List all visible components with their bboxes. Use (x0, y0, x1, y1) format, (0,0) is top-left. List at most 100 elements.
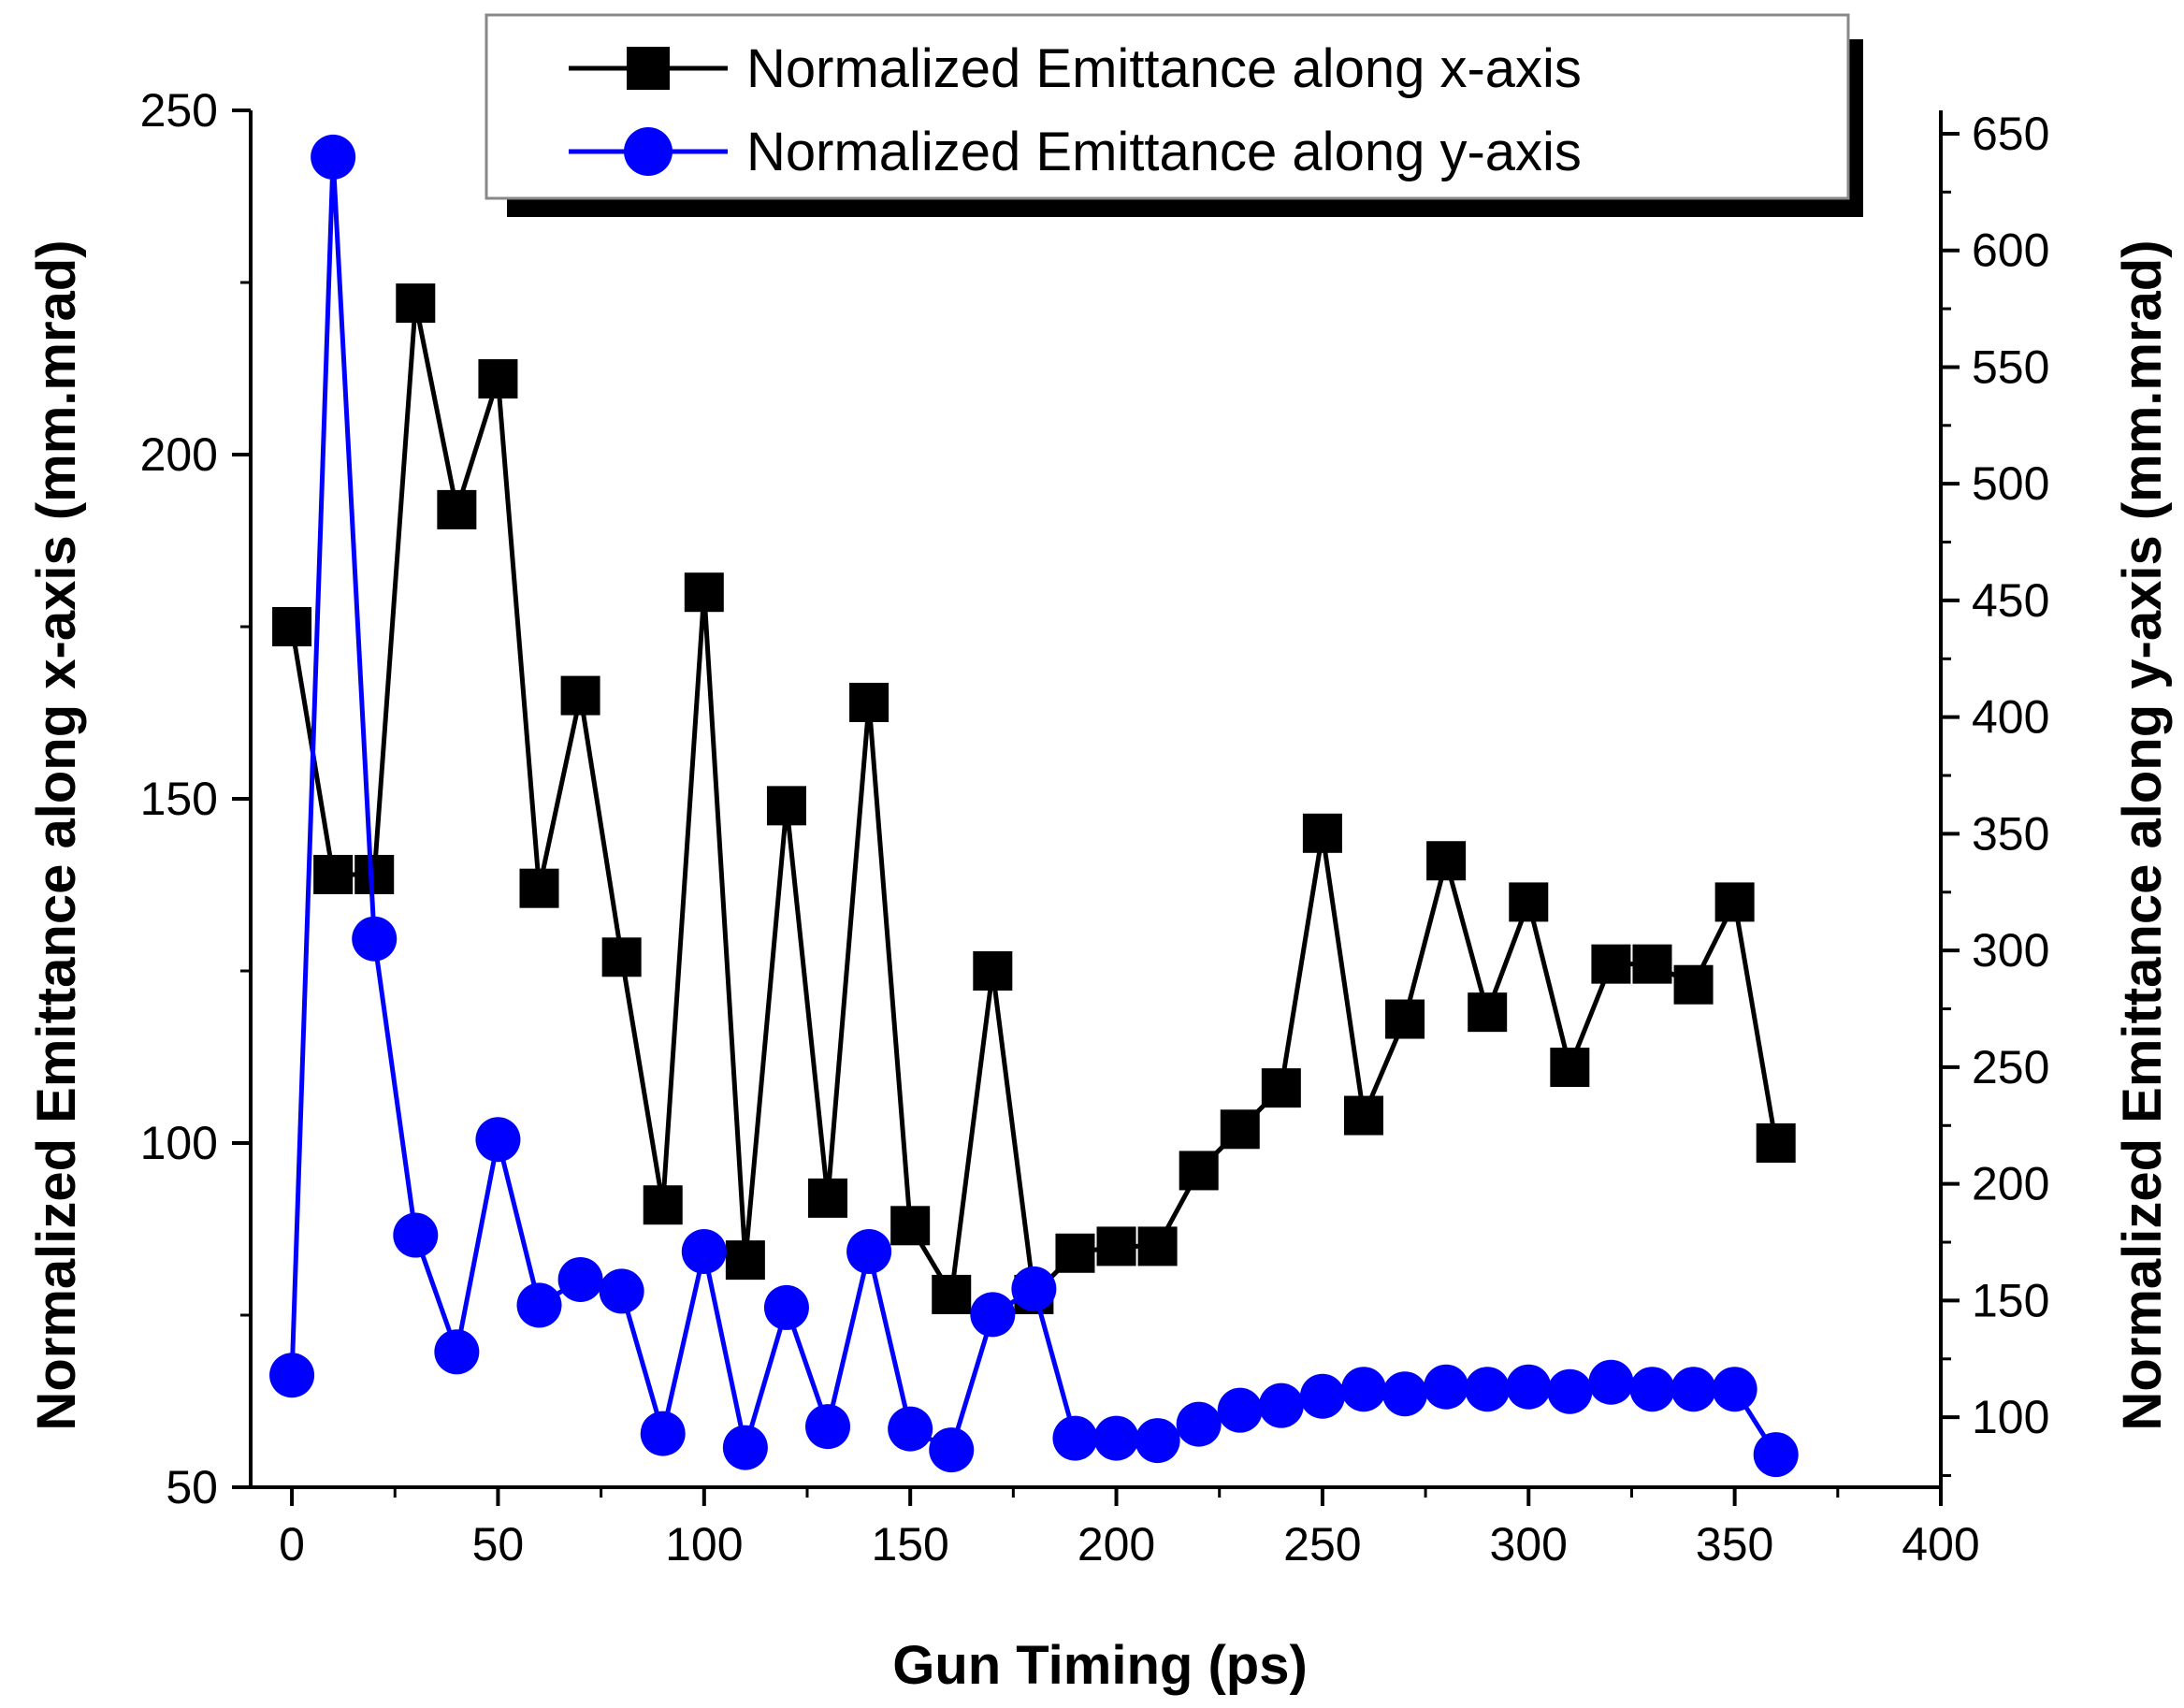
data-point-y-series (269, 1353, 315, 1398)
data-point-x-series (1509, 882, 1549, 922)
y-tick-label-right: 550 (1972, 340, 2049, 393)
data-point-x-series (1055, 1233, 1095, 1273)
data-point-x-series (601, 937, 642, 977)
legend: Normalized Emittance along x-axis Normal… (485, 13, 1863, 217)
data-point-x-series (973, 951, 1013, 991)
data-point-x-series (890, 1206, 931, 1246)
data-point-y-series (1011, 1266, 1057, 1311)
legend-marker-x-series (627, 47, 670, 90)
data-point-x-series (1343, 1095, 1383, 1136)
data-point-x-series (313, 854, 354, 894)
data-point-y-series (970, 1292, 1016, 1338)
data-point-y-series (1424, 1364, 1469, 1410)
data-point-y-series (516, 1282, 562, 1328)
data-point-x-series (808, 1178, 848, 1218)
y-tick-label-right: 600 (1972, 224, 2049, 277)
data-point-y-series (1671, 1367, 1716, 1412)
data-point-y-series (1382, 1371, 1428, 1417)
y-tick-label-right: 400 (1972, 691, 2049, 744)
y-tick-label-right: 100 (1972, 1391, 2049, 1443)
data-point-y-series (846, 1229, 892, 1275)
x-axis-title: Gun Timing (ps) (892, 1635, 1308, 1696)
y-tick-label-left: 100 (140, 1117, 218, 1169)
y-axis-title-left: Normalized Emittance along x-axis (mm.mr… (26, 239, 87, 1430)
data-point-x-series (1096, 1226, 1136, 1267)
legend-box (485, 13, 1850, 200)
legend-marker-y-series (624, 127, 673, 176)
data-point-y-series (1135, 1418, 1180, 1464)
y-tick-label-left: 200 (140, 428, 218, 481)
data-point-x-series (396, 283, 436, 324)
data-point-y-series (640, 1411, 686, 1456)
data-point-y-series (1506, 1364, 1552, 1410)
data-point-x-series (1591, 944, 1631, 984)
y-tick-label-right: 500 (1972, 457, 2049, 510)
y-tick-label-right: 650 (1972, 108, 2049, 160)
data-point-y-series (599, 1268, 644, 1314)
data-point-x-series (766, 786, 806, 826)
data-point-y-series (1465, 1367, 1511, 1412)
data-point-x-series (684, 572, 724, 613)
data-point-y-series (681, 1229, 727, 1275)
data-point-x-series (932, 1274, 972, 1314)
data-point-y-series (1093, 1415, 1139, 1461)
x-tick-label: 0 (279, 1518, 305, 1570)
data-point-x-series (1385, 999, 1425, 1039)
y-tick-label-right: 200 (1972, 1158, 2049, 1210)
data-point-x-series (1550, 1048, 1590, 1088)
y-tick-label-right: 450 (1972, 574, 2049, 627)
y-tick-label-right: 350 (1972, 807, 2049, 860)
x-tick-label: 300 (1490, 1518, 1568, 1570)
data-point-y-series (557, 1256, 603, 1302)
data-point-y-series (1712, 1367, 1757, 1412)
data-point-y-series (475, 1117, 521, 1163)
data-point-y-series (434, 1329, 480, 1375)
y-tick-label-left: 250 (140, 84, 218, 137)
y-tick-label-left: 50 (166, 1461, 218, 1513)
y-tick-label-right: 300 (1972, 924, 2049, 977)
data-point-y-series (1217, 1387, 1263, 1433)
data-point-x-series (1426, 841, 1467, 881)
data-point-x-series (437, 489, 477, 529)
series-layer (269, 134, 1799, 1478)
legend-label-x-series: Normalized Emittance along x-axis (746, 38, 1582, 99)
data-point-x-series (725, 1240, 765, 1281)
x-tick-label: 400 (1902, 1518, 1979, 1570)
data-point-x-series (1673, 964, 1714, 1005)
y-tick-label-right: 250 (1972, 1041, 2049, 1093)
series-line-y (289, 156, 1778, 1456)
data-point-y-series (393, 1212, 439, 1258)
data-point-y-series (1340, 1367, 1386, 1412)
y-tick-label-right: 150 (1972, 1274, 2049, 1326)
data-point-y-series (929, 1427, 975, 1473)
x-tick-label: 250 (1283, 1518, 1361, 1570)
data-point-y-series (1052, 1415, 1098, 1461)
data-point-y-series (352, 916, 398, 962)
data-point-y-series (1547, 1368, 1593, 1414)
data-point-x-series (1261, 1068, 1301, 1108)
data-point-x-series (1179, 1151, 1219, 1191)
data-point-x-series (1714, 882, 1755, 922)
data-point-x-series (1137, 1226, 1178, 1267)
data-point-x-series (1756, 1123, 1796, 1163)
data-point-x-series (1302, 813, 1342, 853)
data-point-x-series (354, 854, 395, 894)
data-point-y-series (888, 1406, 933, 1452)
x-tick-label: 200 (1078, 1518, 1155, 1570)
data-point-y-series (1299, 1373, 1345, 1419)
data-point-x-series (1220, 1109, 1260, 1150)
data-point-x-series (272, 607, 312, 646)
data-point-x-series (1468, 992, 1508, 1033)
data-point-y-series (1629, 1367, 1675, 1412)
data-point-x-series (643, 1185, 683, 1225)
x-tick-label: 50 (472, 1518, 525, 1570)
data-point-y-series (763, 1284, 809, 1330)
axes: 0 50 100 150 200 250 300 350 400 50 100 150 200 250 10… (140, 84, 2050, 1570)
y-tick-label-left: 150 (140, 773, 218, 825)
x-tick-label: 100 (665, 1518, 743, 1570)
y-axis-title-right: Normalized Emittance along y-axis (mm.mr… (2112, 239, 2173, 1430)
data-point-x-series (1632, 944, 1672, 984)
data-point-x-series (478, 359, 518, 399)
